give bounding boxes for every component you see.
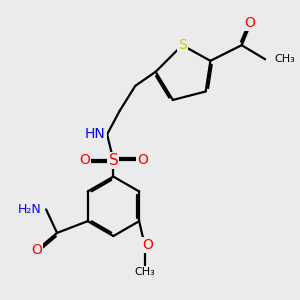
Text: O: O	[244, 16, 255, 30]
Text: O: O	[137, 153, 148, 167]
Text: O: O	[142, 238, 153, 252]
Text: O: O	[31, 243, 42, 257]
Text: H₂N: H₂N	[18, 203, 41, 216]
Text: O: O	[79, 153, 90, 167]
Text: S: S	[178, 38, 187, 52]
Text: HN: HN	[85, 128, 106, 141]
Text: S: S	[109, 153, 118, 168]
Text: CH₃: CH₃	[274, 54, 295, 64]
Text: CH₃: CH₃	[134, 267, 155, 277]
